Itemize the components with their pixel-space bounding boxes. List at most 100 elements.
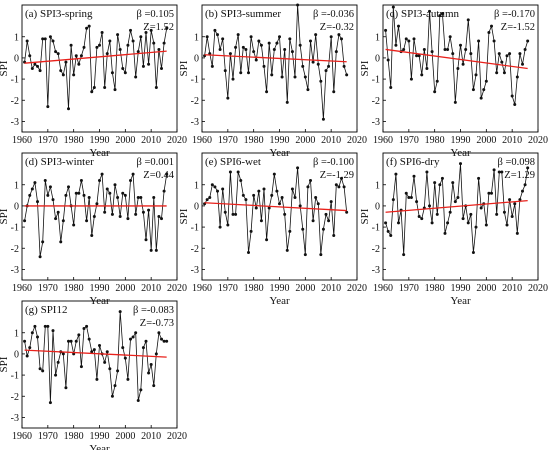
data-point [77, 333, 81, 337]
data-point [149, 363, 153, 366]
data-point [303, 75, 307, 79]
data-point [510, 215, 514, 218]
x-tick-label: 1970 [38, 135, 58, 146]
data-point [247, 71, 250, 75]
data-point [226, 96, 230, 100]
data-point [51, 198, 55, 202]
x-tick-label: 1960 [192, 283, 212, 294]
spi-series-line [24, 174, 168, 257]
data-point [412, 37, 416, 41]
data-point [526, 166, 530, 170]
data-point [223, 210, 227, 214]
data-point [487, 191, 491, 195]
data-point [404, 191, 408, 195]
data-point [386, 58, 390, 62]
data-point [38, 69, 42, 73]
data-point [502, 210, 506, 214]
data-point [466, 18, 470, 22]
y-tick-label: -2 [11, 244, 19, 255]
data-point [59, 69, 63, 73]
data-point [30, 67, 34, 70]
data-point [259, 219, 263, 223]
data-point [103, 360, 107, 364]
data-point [121, 191, 125, 195]
data-point [208, 195, 212, 199]
data-point [523, 183, 527, 187]
data-point [464, 47, 468, 51]
data-point [420, 73, 424, 77]
data-point [311, 60, 315, 64]
data-point [61, 219, 65, 223]
x-tick-label: 1960 [373, 135, 393, 146]
data-point [43, 179, 47, 183]
data-point [288, 37, 292, 41]
data-point [136, 398, 140, 402]
data-point [402, 47, 406, 51]
data-point [147, 62, 151, 66]
data-point [113, 88, 117, 92]
data-point [296, 3, 300, 7]
linear-trend-line [204, 202, 347, 212]
data-point [303, 253, 307, 257]
x-tick-label: 2000 [295, 135, 315, 146]
z-value: Z=-1.29 [320, 170, 354, 181]
data-point [210, 183, 214, 187]
data-point [278, 35, 281, 39]
data-point [334, 50, 338, 54]
data-point [98, 343, 101, 347]
data-point [205, 35, 209, 39]
data-point [152, 41, 156, 45]
x-tick-label: 2020 [347, 135, 367, 146]
x-tick-label: 1990 [90, 283, 110, 294]
z-value: Z=1.29 [504, 170, 535, 181]
data-point [417, 215, 421, 218]
data-point [244, 47, 248, 51]
data-point [48, 185, 52, 189]
data-point [134, 75, 138, 79]
data-point [43, 324, 47, 328]
y-tick-label: -3 [11, 117, 19, 128]
data-point [147, 208, 151, 212]
data-point [471, 88, 475, 92]
data-point [105, 350, 109, 354]
data-point [103, 210, 107, 214]
data-point [425, 67, 429, 70]
data-point [484, 79, 488, 83]
data-point [479, 206, 483, 210]
data-point [134, 212, 138, 216]
data-point [254, 206, 258, 210]
data-point [484, 223, 488, 227]
data-point [226, 223, 230, 227]
data-point [33, 62, 37, 66]
x-tick-label: 2020 [528, 135, 548, 146]
x-tick-label: 1960 [192, 135, 212, 146]
data-point [456, 195, 460, 199]
data-point [95, 202, 99, 206]
data-point [407, 39, 411, 43]
spi-series-line [204, 4, 348, 120]
data-point [28, 54, 32, 58]
data-point [270, 73, 274, 77]
data-point [98, 43, 101, 47]
data-point [451, 52, 455, 56]
data-point [90, 350, 94, 354]
data-point [95, 377, 99, 381]
data-point [165, 26, 169, 30]
data-point [105, 52, 109, 56]
x-tick-label: 1990 [270, 135, 290, 146]
data-point [51, 39, 55, 43]
data-point [64, 386, 68, 390]
data-point [205, 198, 209, 202]
data-point [87, 24, 91, 28]
data-point [85, 26, 89, 30]
data-point [30, 331, 34, 335]
data-point [272, 47, 276, 51]
data-point [440, 176, 444, 180]
data-point [139, 195, 143, 199]
data-point [74, 54, 78, 58]
data-point [293, 195, 297, 199]
data-point [92, 86, 96, 90]
data-point [56, 52, 60, 56]
x-tick-label: 2010 [321, 135, 341, 146]
